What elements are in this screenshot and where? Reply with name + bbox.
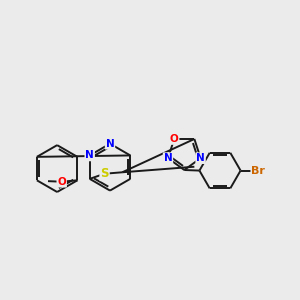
Text: N: N <box>196 153 205 163</box>
Text: N: N <box>85 150 94 161</box>
Text: N: N <box>106 139 114 149</box>
Text: S: S <box>100 167 109 180</box>
Text: O: O <box>57 177 66 187</box>
Text: N: N <box>164 153 172 163</box>
Text: Br: Br <box>251 166 265 176</box>
Text: O: O <box>170 134 178 144</box>
